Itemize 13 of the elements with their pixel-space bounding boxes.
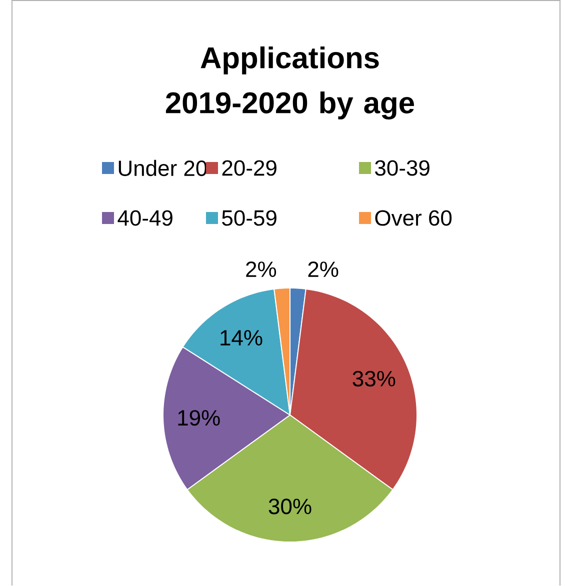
legend-label: 30-39: [375, 160, 430, 176]
data-label: 2%: [308, 261, 338, 277]
legend-label: Under 20: [118, 160, 207, 176]
data-label: 33%: [352, 370, 396, 386]
legend-label: 20-29: [222, 160, 276, 176]
legend-label: 50-59: [222, 210, 276, 226]
data-label: 30%: [268, 498, 312, 514]
data-label: 14%: [220, 330, 262, 346]
data-label: 2%: [246, 261, 276, 277]
legend-label: Over 60: [375, 210, 452, 226]
legend-label: 40-49: [118, 210, 172, 226]
chart-title: Applications 2019-2020 by age: [166, 46, 414, 120]
data-label: 19%: [178, 410, 220, 426]
